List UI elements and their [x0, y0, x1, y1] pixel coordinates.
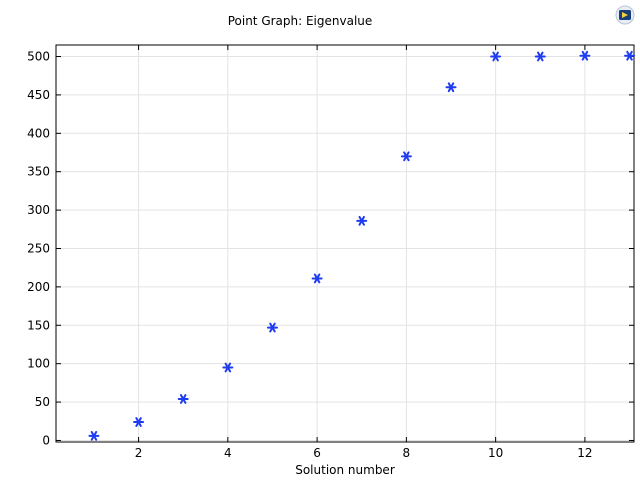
- y-tick-label: 50: [35, 395, 50, 409]
- data-points: [88, 50, 636, 441]
- chart-title: Point Graph: Eigenvalue: [227, 14, 373, 28]
- comsol-logo-icon: [615, 5, 635, 25]
- data-point: [534, 51, 546, 62]
- plot-frame: [55, 44, 635, 443]
- x-tick-label: 8: [403, 446, 411, 460]
- data-point: [266, 322, 278, 333]
- data-point: [400, 151, 412, 162]
- y-tick-label: 450: [27, 88, 50, 102]
- y-tick-label: 0: [42, 433, 50, 447]
- y-tick-label: 250: [27, 241, 50, 255]
- x-tick-label: 12: [577, 446, 592, 460]
- data-point: [490, 51, 502, 62]
- data-point: [579, 50, 591, 61]
- y-tick-label: 150: [27, 318, 50, 332]
- data-point: [133, 417, 145, 427]
- x-tick-label: 6: [313, 446, 321, 460]
- x-tick-label: 10: [488, 446, 503, 460]
- y-tick-label: 200: [27, 280, 50, 294]
- data-point: [177, 394, 189, 404]
- y-tick-labels: 0 50 100 150 200 250 300 350 400 450 500: [27, 50, 50, 448]
- data-point: [356, 215, 368, 226]
- data-point: [445, 82, 457, 93]
- data-point: [222, 362, 234, 373]
- x-tick-labels: 2 4 6 8 10 12: [135, 446, 593, 460]
- grid-lines: [56, 45, 634, 442]
- axis-ticks: [56, 45, 634, 442]
- y-tick-label: 400: [27, 126, 50, 140]
- data-point: [311, 273, 323, 284]
- y-tick-label: 350: [27, 165, 50, 179]
- x-axis-label: Solution number: [295, 463, 395, 477]
- y-tick-label: 300: [27, 203, 50, 217]
- x-tick-label: 4: [224, 446, 232, 460]
- x-tick-label: 2: [135, 446, 143, 460]
- y-tick-label: 100: [27, 357, 50, 371]
- data-point: [624, 50, 636, 61]
- data-point: [88, 430, 100, 441]
- y-tick-label: 500: [27, 50, 50, 64]
